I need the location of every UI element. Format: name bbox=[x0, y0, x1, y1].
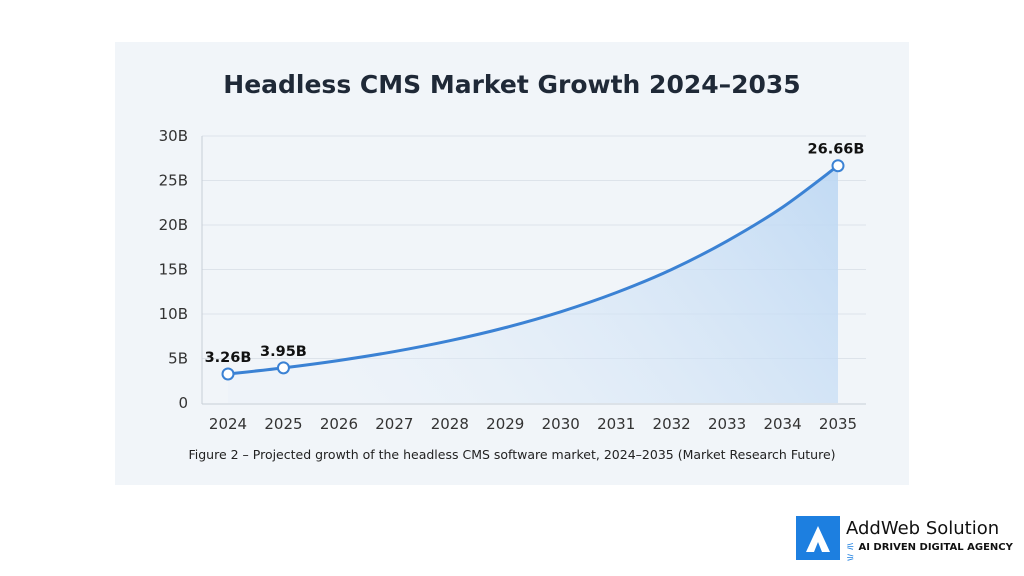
x-tick-label: 2025 bbox=[264, 415, 302, 433]
y-tick-label: 25B bbox=[159, 172, 188, 190]
data-label: 26.66B bbox=[808, 142, 865, 158]
y-tick-label: 0 bbox=[178, 394, 188, 412]
y-tick-label: 5B bbox=[168, 350, 188, 368]
chart-title: Headless CMS Market Growth 2024–2035 bbox=[223, 70, 801, 99]
figure-caption: Figure 2 – Projected growth of the headl… bbox=[188, 447, 836, 462]
data-point bbox=[276, 361, 290, 375]
x-tick-label: 2027 bbox=[375, 415, 413, 433]
y-tick-label: 15B bbox=[159, 261, 188, 279]
brand-tagline: ⚟ AI DRIVEN DIGITAL AGENCY ⚞ bbox=[846, 542, 1013, 564]
data-point bbox=[221, 367, 235, 381]
x-tick-label: 2034 bbox=[763, 415, 801, 433]
x-tick-label: 2035 bbox=[819, 415, 857, 433]
data-point bbox=[831, 159, 845, 173]
x-tick-label: 2032 bbox=[653, 415, 691, 433]
x-tick-label: 2031 bbox=[597, 415, 635, 433]
data-label: 3.95B bbox=[260, 344, 307, 360]
x-tick-label: 2028 bbox=[431, 415, 469, 433]
area-fill bbox=[228, 165, 838, 403]
data-label: 3.26B bbox=[205, 350, 252, 366]
x-tick-label: 2029 bbox=[486, 415, 524, 433]
x-tick-label: 2024 bbox=[209, 415, 247, 433]
series-line bbox=[227, 164, 839, 376]
addweb-logo bbox=[796, 516, 840, 560]
y-tick-label: 10B bbox=[159, 305, 188, 323]
y-tick-label: 20B bbox=[159, 216, 188, 234]
x-tick-label: 2033 bbox=[708, 415, 746, 433]
x-tick-label: 2026 bbox=[320, 415, 358, 433]
x-tick-label: 2030 bbox=[542, 415, 580, 433]
tagline-text: AI DRIVEN DIGITAL AGENCY bbox=[858, 542, 1013, 553]
brand-name: AddWeb Solution bbox=[846, 518, 1000, 539]
y-tick-label: 30B bbox=[159, 127, 188, 145]
